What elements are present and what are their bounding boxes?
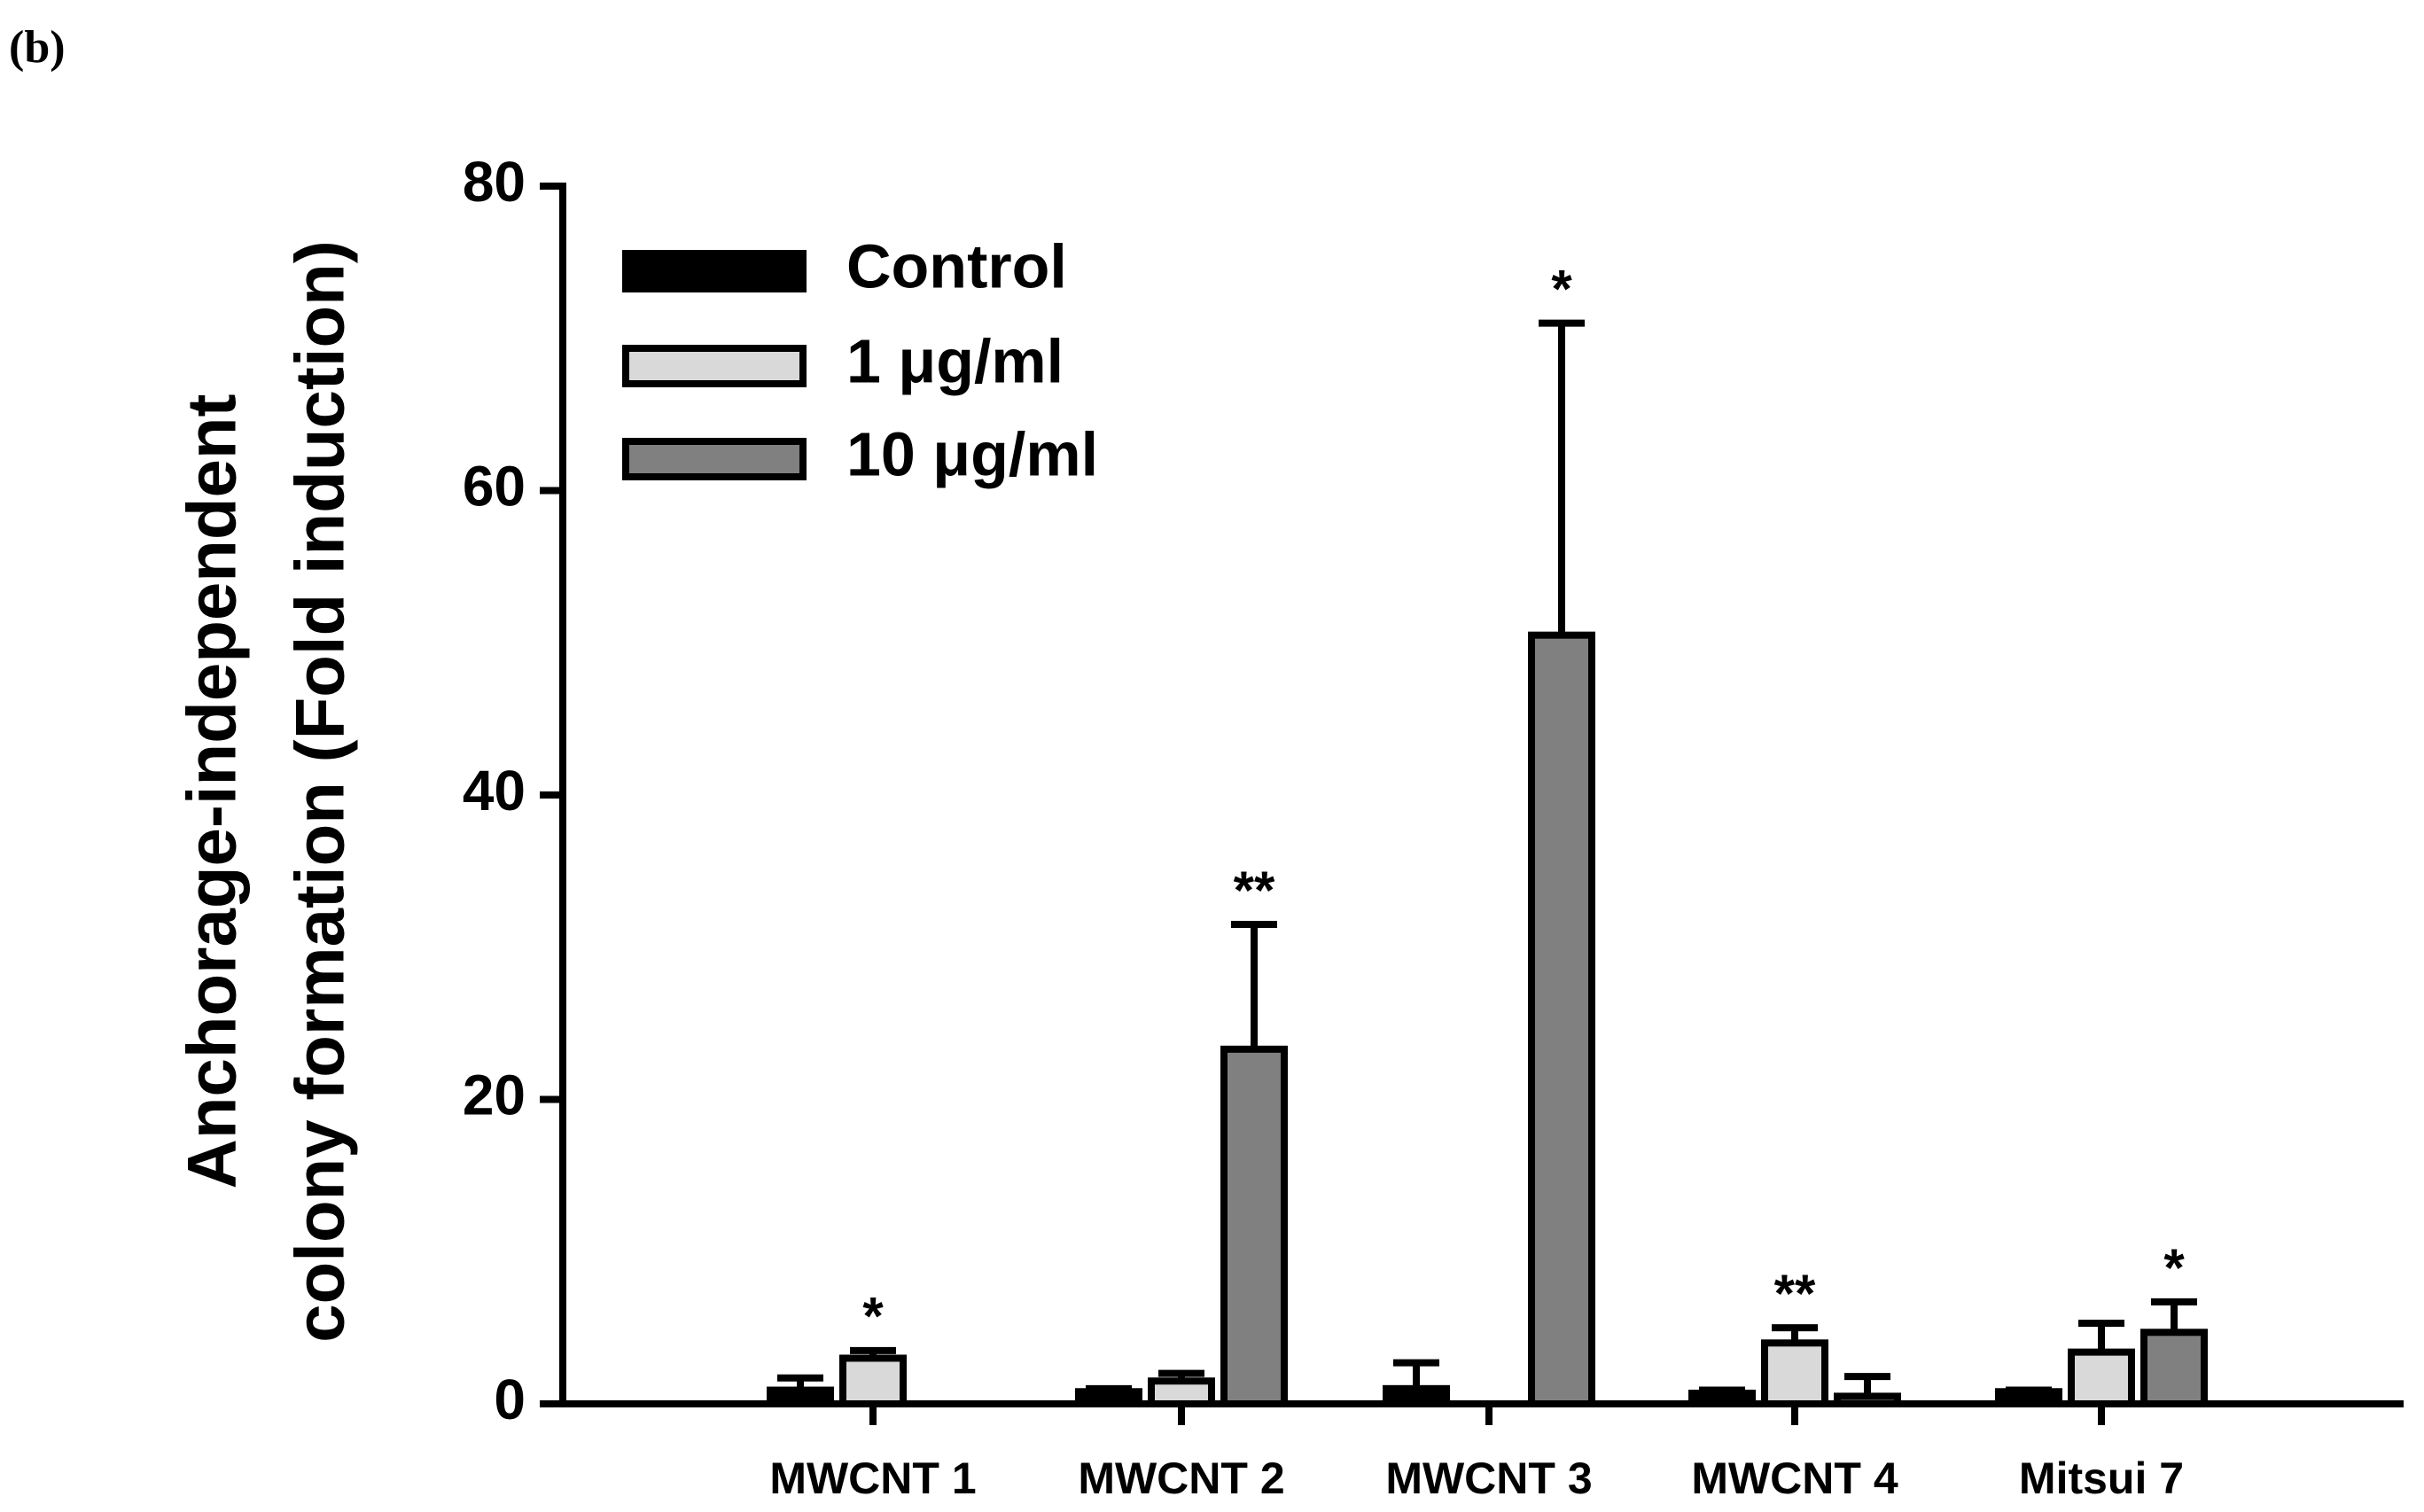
- y-tick-label: 0: [494, 1368, 526, 1431]
- panel-label: (b): [9, 22, 66, 73]
- legend-label: Control: [846, 231, 1067, 300]
- y-tick-label: 80: [463, 150, 526, 214]
- x-tick-label: MWCNT 2: [1078, 1454, 1284, 1503]
- significance-label: **: [1774, 1264, 1816, 1323]
- x-tick-label: MWCNT 1: [769, 1454, 976, 1503]
- y-label-line: Anchorage-independent: [173, 394, 251, 1189]
- x-tick-label: Mitsui 7: [2019, 1454, 2184, 1503]
- legend-swatch: [622, 250, 807, 292]
- legend-label: 10 μg/ml: [846, 419, 1098, 488]
- legend-swatch: [622, 438, 807, 480]
- bar: [1220, 1045, 1288, 1407]
- bar: [1761, 1339, 1828, 1408]
- bar: [839, 1354, 907, 1407]
- bar: [2140, 1329, 2208, 1407]
- significance-label: *: [2163, 1238, 2185, 1298]
- y-tick-label: 60: [463, 454, 526, 518]
- y-tick-label: 40: [463, 759, 526, 822]
- y-axis-label: Anchorage-independent colony formation (…: [173, 240, 359, 1343]
- y-label-line: colony formation (Fold induction): [281, 240, 359, 1343]
- significance-label: *: [1551, 259, 1572, 318]
- y-tick-label: 20: [463, 1063, 526, 1126]
- significance-label: *: [862, 1287, 884, 1346]
- legend-label: 1 μg/ml: [846, 326, 1064, 395]
- x-tick-label: MWCNT 4: [1691, 1454, 1898, 1503]
- bar: [1528, 631, 1595, 1407]
- significance-label: **: [1234, 861, 1275, 920]
- bar: [2068, 1348, 2135, 1407]
- x-tick-label: MWCNT 3: [1385, 1454, 1592, 1503]
- legend-swatch: [622, 345, 807, 387]
